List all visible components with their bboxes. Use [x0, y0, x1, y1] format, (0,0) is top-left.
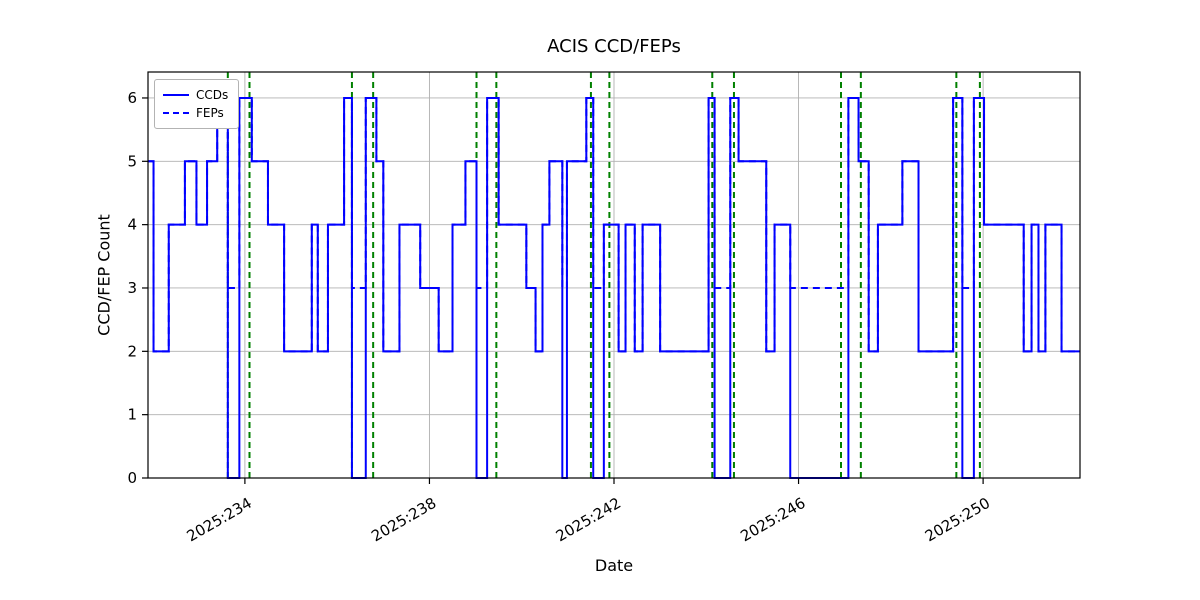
x-axis-label: Date [594, 556, 634, 575]
y-axis-label: CCD/FEP Count [94, 214, 114, 336]
svg-text:2025:238: 2025:238 [368, 494, 439, 546]
legend-item-ccds: CCDs [163, 86, 228, 104]
chart-title: ACIS CCD/FEPs [547, 36, 681, 57]
svg-text:3: 3 [127, 279, 137, 297]
legend-label-ccds: CCDs [196, 88, 229, 102]
feps-dashed-line-swatch [163, 112, 189, 114]
svg-text:5: 5 [127, 152, 137, 170]
svg-text:0: 0 [127, 469, 137, 487]
svg-text:2025:242: 2025:242 [553, 494, 624, 546]
svg-text:2025:250: 2025:250 [922, 494, 993, 546]
svg-text:4: 4 [127, 216, 137, 234]
legend-item-feps: FEPs [163, 104, 228, 122]
legend-label-feps: FEPs [196, 106, 224, 120]
svg-text:2: 2 [127, 342, 137, 360]
ccds-solid-line-swatch [163, 94, 189, 96]
svg-text:2025:246: 2025:246 [737, 494, 808, 546]
svg-text:1: 1 [127, 406, 137, 424]
svg-text:2025:234: 2025:234 [184, 494, 255, 546]
svg-text:6: 6 [127, 89, 137, 107]
legend: CCDs FEPs [154, 79, 240, 129]
